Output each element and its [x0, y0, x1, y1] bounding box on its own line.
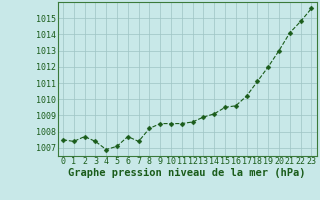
X-axis label: Graphe pression niveau de la mer (hPa): Graphe pression niveau de la mer (hPa)	[68, 168, 306, 178]
